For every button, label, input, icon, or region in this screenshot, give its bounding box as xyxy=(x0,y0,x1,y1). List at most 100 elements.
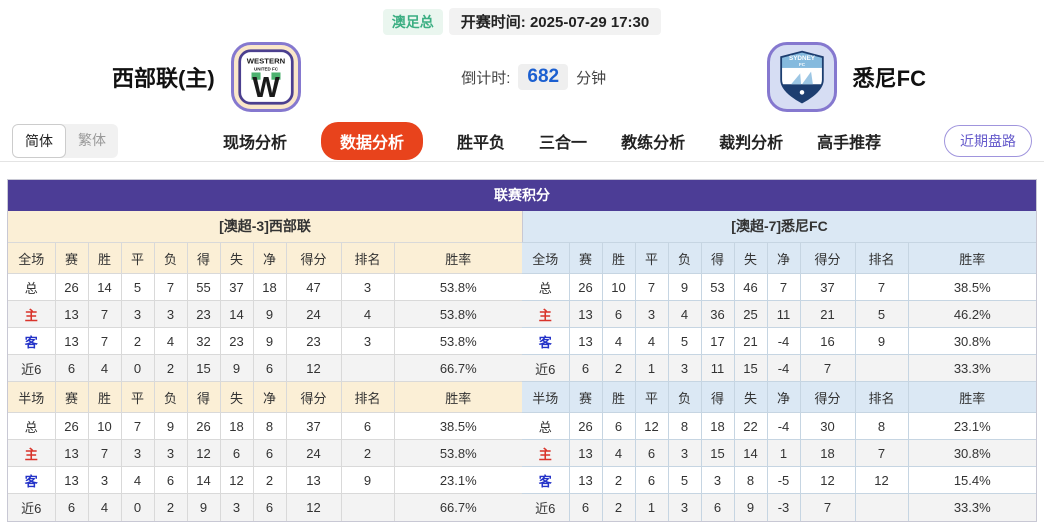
stat-cell xyxy=(854,493,909,521)
stat-cell: 4 xyxy=(667,300,702,328)
stat-cell: 30.8% xyxy=(907,439,1036,467)
column-header-row: 半场赛胜平负得失净得分 排名 胜率 xyxy=(522,381,1036,413)
stat-cell: 7 xyxy=(854,273,909,301)
column-header-cell: 得 xyxy=(700,242,735,274)
column-header-cell: 胜 xyxy=(601,242,636,274)
row-label-cell: 主 xyxy=(8,439,56,467)
home-team-block: 西部联(主) WESTERN UNITED FC W xyxy=(112,42,301,112)
countdown-unit: 分钟 xyxy=(576,69,607,87)
away-team-block: SYDNEY FC 悉尼FC xyxy=(766,42,926,112)
stat-cell: 2 xyxy=(120,327,155,355)
western-united-crest-icon: WESTERN UNITED FC W xyxy=(238,49,294,105)
stat-cell: -3 xyxy=(766,493,801,521)
stat-cell: 7 xyxy=(799,354,856,382)
stat-cell: 9 xyxy=(667,273,702,301)
stat-cell: 6 xyxy=(252,354,287,382)
nav-tab[interactable]: 教练分析 xyxy=(621,134,686,152)
stat-cell: 5 xyxy=(120,273,155,301)
stat-cell: 10 xyxy=(601,273,636,301)
kickoff-time: 开赛时间: 2025-07-29 17:30 xyxy=(448,8,662,35)
table-row: 总 26 10 7 9 53 46 7 37 7 38.5% xyxy=(522,273,1036,301)
row-label-cell: 近6 xyxy=(8,354,56,382)
stat-cell: 15 xyxy=(186,354,221,382)
column-header-cell: 平 xyxy=(634,242,669,274)
stat-cell: 17 xyxy=(700,327,735,355)
column-header-cell: 失 xyxy=(219,242,254,274)
row-label-cell: 主 xyxy=(522,439,570,467)
stat-cell: 4 xyxy=(153,327,188,355)
column-header-row: 半场赛胜平负得失净得分 排名 胜率 xyxy=(8,381,522,413)
column-header-cell: 净 xyxy=(766,242,801,274)
stat-cell: 1 xyxy=(766,439,801,467)
nav-tab[interactable]: 数据分析 xyxy=(321,121,424,160)
nav-tabs: 现场分析 数据分析 胜平负 三合一 教练分析 裁判分析 高手推荐 xyxy=(223,121,882,160)
stat-cell: 24 xyxy=(285,300,342,328)
table-row: 客 13 4 4 5 17 21 -4 16 9 30.8% xyxy=(522,327,1036,355)
stat-cell: 9 xyxy=(340,466,395,494)
stat-cell xyxy=(340,354,395,382)
stat-cell: 14 xyxy=(733,439,768,467)
nav-tab[interactable]: 胜平负 xyxy=(457,134,506,152)
stat-cell: 6 xyxy=(54,493,89,521)
stat-cell: 7 xyxy=(854,439,909,467)
column-header-cell: 失 xyxy=(733,381,768,413)
stat-cell xyxy=(854,354,909,382)
stat-cell: 21 xyxy=(733,327,768,355)
table-row: 主 13 7 3 3 12 6 6 24 2 53.8% xyxy=(8,439,522,467)
stat-cell: 22 xyxy=(733,412,768,440)
nav-tab[interactable]: 裁判分析 xyxy=(719,134,784,152)
row-label-cell: 总 xyxy=(8,273,56,301)
column-header-cell: 胜 xyxy=(601,381,636,413)
column-header-cell: 得 xyxy=(700,381,735,413)
stat-cell: 12 xyxy=(219,466,254,494)
stat-cell: 13 xyxy=(54,439,89,467)
stat-cell: 3 xyxy=(340,327,395,355)
column-header-cell: 排名 xyxy=(854,242,909,274)
stat-cell: 37 xyxy=(219,273,254,301)
home-team-logo-icon: WESTERN UNITED FC W xyxy=(230,42,301,112)
stat-cell: 4 xyxy=(120,466,155,494)
svg-text:SYDNEY: SYDNEY xyxy=(789,55,816,62)
column-header-cell: 负 xyxy=(153,242,188,274)
stat-cell: 3 xyxy=(153,439,188,467)
column-header-cell: 平 xyxy=(120,242,155,274)
stat-cell: 6 xyxy=(252,439,287,467)
stat-cell: 53.8% xyxy=(393,439,522,467)
stat-cell: 1 xyxy=(634,493,669,521)
stat-cell: 46.2% xyxy=(907,300,1036,328)
column-header-cell: 半场 xyxy=(522,381,570,413)
recent-trend-button[interactable]: 近期盘路 xyxy=(944,124,1032,157)
stat-cell: 0 xyxy=(120,354,155,382)
stat-cell: 7 xyxy=(153,273,188,301)
nav-tab[interactable]: 高手推荐 xyxy=(817,134,882,152)
stat-cell: 1 xyxy=(634,354,669,382)
stat-cell: 7 xyxy=(87,439,122,467)
stat-cell: 37 xyxy=(799,273,856,301)
stat-cell: 4 xyxy=(87,354,122,382)
stat-cell: 12 xyxy=(799,466,856,494)
stat-cell: 7 xyxy=(766,273,801,301)
stat-cell: 38.5% xyxy=(907,273,1036,301)
stat-cell: 38.5% xyxy=(393,412,522,440)
table-row: 主 13 6 3 4 36 25 11 21 5 46.2% xyxy=(522,300,1036,328)
stat-cell: 6 xyxy=(601,412,636,440)
countdown-value: 682 xyxy=(518,64,569,90)
away-team-name: 悉尼FC xyxy=(852,66,926,91)
home-stats-half: [澳超-3]西部联 全场赛胜平负得失净得分 排名 胜率总 26 14 5 7 55 37 18 47… xyxy=(8,211,522,521)
nav-tab[interactable]: 三合一 xyxy=(539,134,588,152)
lang-simplified-button[interactable]: 简体 xyxy=(12,123,66,158)
column-header-cell: 得 xyxy=(186,381,221,413)
stat-cell: 5 xyxy=(854,300,909,328)
column-header-cell: 平 xyxy=(634,381,669,413)
row-label-cell: 客 xyxy=(8,466,56,494)
stat-cell: 8 xyxy=(667,412,702,440)
stat-cell: 9 xyxy=(252,327,287,355)
column-header-cell: 净 xyxy=(252,381,287,413)
stat-cell: 3 xyxy=(340,273,395,301)
lang-traditional-button[interactable]: 繁体 xyxy=(78,131,106,148)
nav-tab[interactable]: 现场分析 xyxy=(223,134,288,152)
stat-cell: 14 xyxy=(186,466,221,494)
home-table-header: [澳超-3]西部联 xyxy=(8,211,522,242)
row-label-cell: 近6 xyxy=(522,493,570,521)
column-header-cell: 负 xyxy=(667,242,702,274)
